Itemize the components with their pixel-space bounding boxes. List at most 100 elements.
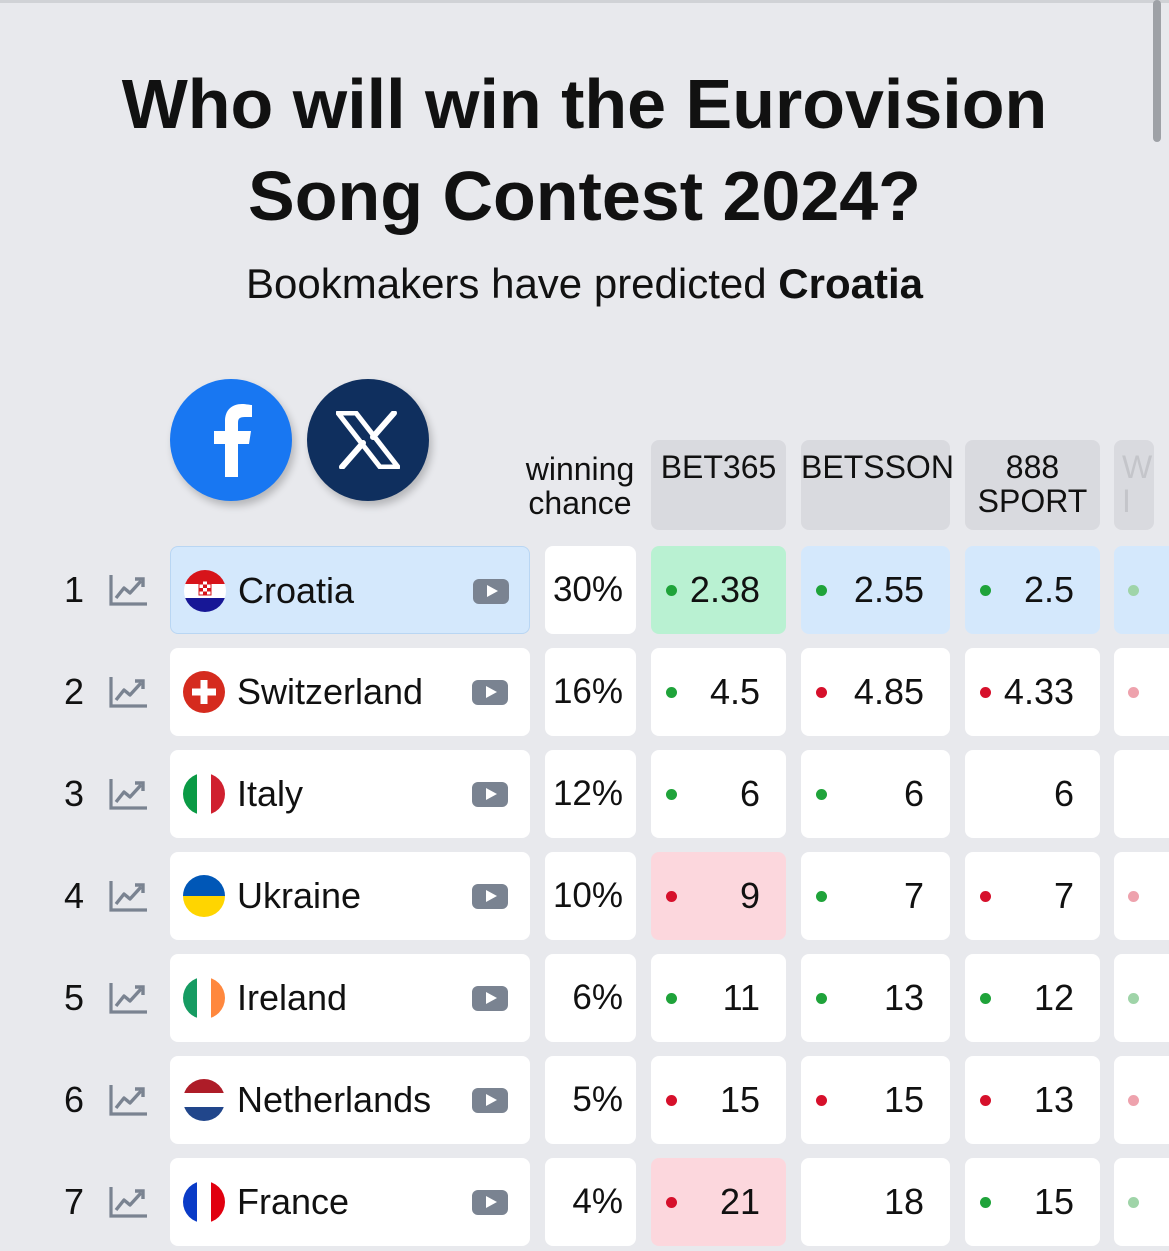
odds-shortening-dot	[980, 585, 991, 596]
trend-chart-icon[interactable]	[105, 775, 151, 813]
odds-value: 15	[719, 1079, 760, 1120]
odds-shortening-dot	[666, 789, 677, 800]
odds-cell[interactable]: 12	[965, 954, 1100, 1042]
flag-netherlands-icon	[183, 1079, 225, 1121]
chance-header-line-1: winning	[525, 451, 635, 487]
odds-cell[interactable]: 6	[801, 750, 950, 838]
winning-chance-cell: 30%	[545, 546, 636, 634]
country-cell[interactable]: France	[170, 1158, 530, 1246]
rank-number: 2	[63, 671, 85, 712]
odds-value: 11	[722, 977, 760, 1018]
odds-cell[interactable]	[1114, 750, 1169, 838]
table-row[interactable]: 4 Ukraine 10% 9 7 7	[0, 852, 1169, 940]
trend-chart-icon[interactable]	[105, 1081, 151, 1119]
video-play-icon[interactable]	[472, 986, 508, 1011]
odds-shortening-dot	[1128, 585, 1139, 596]
country-cell[interactable]: Ukraine	[170, 852, 530, 940]
bookmaker-header-label: 888	[1005, 449, 1060, 485]
odds-cell[interactable]: 2.5	[965, 546, 1100, 634]
odds-value: 6	[739, 773, 760, 814]
flag-italy-icon	[183, 773, 225, 815]
odds-shortening-dot	[980, 993, 991, 1004]
odds-cell[interactable]: 13	[965, 1056, 1100, 1144]
trend-chart-icon[interactable]	[105, 877, 151, 915]
table-row[interactable]: 6 Netherlands 5% 15 15 13	[0, 1056, 1169, 1144]
predicted-country: Croatia	[778, 260, 923, 307]
odds-cell[interactable]: 6	[965, 750, 1100, 838]
facebook-icon	[214, 404, 252, 477]
country-cell[interactable]: Croatia	[170, 546, 530, 634]
odds-cell[interactable]	[1114, 1056, 1169, 1144]
odds-cell[interactable]: 13	[801, 954, 950, 1042]
odds-cell[interactable]: 4.33	[965, 648, 1100, 736]
rank-number: 7	[63, 1181, 85, 1222]
bookmaker-header-cutoff[interactable]: WI I	[1114, 440, 1154, 530]
odds-value: 12	[1033, 977, 1074, 1018]
odds-value: 2.38	[689, 569, 760, 610]
winning-chance-value: 16%	[552, 672, 623, 711]
trend-chart-icon[interactable]	[105, 979, 151, 1017]
odds-value: 15	[883, 1079, 924, 1120]
bookmaker-header-888sport[interactable]: 888 SPORT	[965, 440, 1100, 530]
odds-cell[interactable]: 15	[965, 1158, 1100, 1246]
winning-chance-value: 12%	[552, 774, 623, 813]
odds-cell[interactable]: 9	[651, 852, 786, 940]
odds-shortening-dot	[666, 585, 677, 596]
bookmaker-header-betsson[interactable]: BETSSON	[801, 440, 954, 530]
odds-cell[interactable]: 7	[801, 852, 950, 940]
odds-cell[interactable]: 2.38	[651, 546, 786, 634]
flag-croatia-icon	[184, 570, 226, 612]
trend-chart-icon[interactable]	[105, 673, 151, 711]
odds-cell[interactable]	[1114, 546, 1169, 634]
odds-drifting-dot	[666, 1197, 677, 1208]
country-cell[interactable]: Netherlands	[170, 1056, 530, 1144]
video-play-icon[interactable]	[472, 782, 508, 807]
video-play-icon[interactable]	[472, 680, 508, 705]
odds-cell[interactable]	[1114, 954, 1169, 1042]
odds-shortening-dot	[816, 993, 827, 1004]
odds-cell[interactable]: 15	[801, 1056, 950, 1144]
table-row[interactable]: 7 France 4% 21 18 15	[0, 1158, 1169, 1246]
trend-chart-icon[interactable]	[105, 1183, 151, 1221]
odds-shortening-dot	[980, 1197, 991, 1208]
country-cell[interactable]: Italy	[170, 750, 530, 838]
video-play-icon[interactable]	[473, 579, 509, 604]
odds-cell[interactable]	[1114, 648, 1169, 736]
winning-chance-cell: 12%	[545, 750, 636, 838]
winning-chance-cell: 16%	[545, 648, 636, 736]
bookmaker-header-bet365[interactable]: BET365	[651, 440, 786, 530]
video-play-icon[interactable]	[472, 1088, 508, 1113]
table-row[interactable]: 3 Italy 12% 6 6 6	[0, 750, 1169, 838]
flag-switzerland-icon	[183, 671, 225, 713]
scrollbar[interactable]	[1153, 0, 1161, 142]
title-line-2: Song Contest 2024?	[248, 157, 921, 235]
video-play-icon[interactable]	[472, 884, 508, 909]
facebook-share-button[interactable]	[170, 379, 292, 501]
odds-cell[interactable]: 7	[965, 852, 1100, 940]
flag-ukraine-icon	[183, 875, 225, 917]
odds-cell[interactable]: 6	[651, 750, 786, 838]
odds-cell[interactable]: 2.55	[801, 546, 950, 634]
page-title: Who will win the Eurovision Song Contest…	[0, 58, 1169, 242]
odds-cell[interactable]	[1114, 852, 1169, 940]
odds-cell[interactable]: 21	[651, 1158, 786, 1246]
odds-cell[interactable]	[1114, 1158, 1169, 1246]
country-cell[interactable]: Switzerland	[170, 648, 530, 736]
bookmaker-header-label: BETSSON	[801, 449, 954, 485]
trend-chart-icon[interactable]	[105, 571, 151, 609]
video-play-icon[interactable]	[472, 1190, 508, 1215]
subtitle-prefix: Bookmakers have predicted	[246, 260, 779, 307]
odds-cell[interactable]: 11	[651, 954, 786, 1042]
odds-drifting-dot	[1128, 687, 1139, 698]
odds-drifting-dot	[816, 1095, 827, 1106]
table-row[interactable]: 2 Switzerland 16% 4.5 4.85 4.33	[0, 648, 1169, 736]
table-row[interactable]: 1 Croatia 30% 2.38 2.55 2.5	[0, 546, 1169, 634]
odds-cell[interactable]: 15	[651, 1056, 786, 1144]
odds-cell[interactable]: 4.85	[801, 648, 950, 736]
table-row[interactable]: 5 Ireland 6% 11 13 12	[0, 954, 1169, 1042]
odds-shortening-dot	[816, 585, 827, 596]
odds-cell[interactable]: 18	[801, 1158, 950, 1246]
x-share-button[interactable]	[307, 379, 429, 501]
country-cell[interactable]: Ireland	[170, 954, 530, 1042]
odds-cell[interactable]: 4.5	[651, 648, 786, 736]
